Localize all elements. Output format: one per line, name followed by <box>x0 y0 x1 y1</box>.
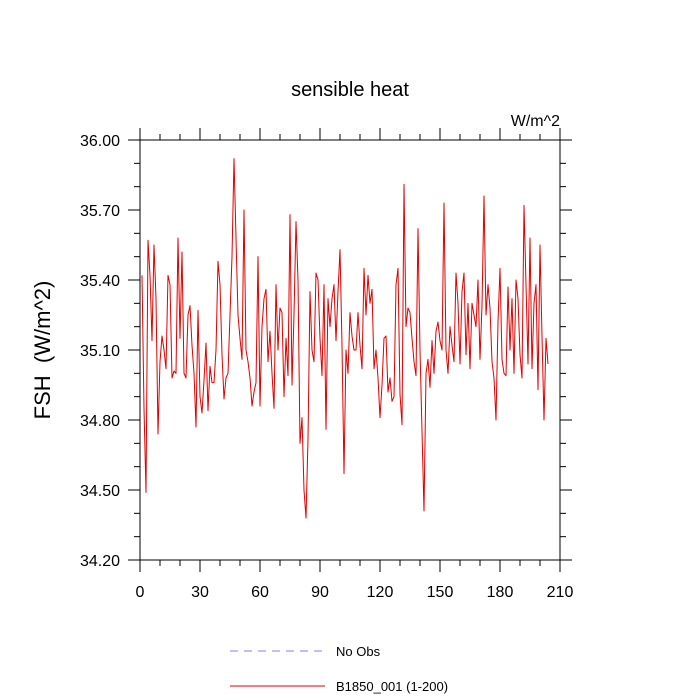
series-line-1 <box>141 158 549 519</box>
series-layer <box>141 158 549 519</box>
x-tick-label: 210 <box>547 584 574 601</box>
axis-tick-labels: 0 30 60 90 120 150 180 210 34.20 34.50 34.80 35.10 3… <box>80 133 573 601</box>
x-tick-label: 0 <box>136 584 145 601</box>
x-tick-label: 120 <box>367 584 394 601</box>
legend-label-no-obs: No Obs <box>336 644 381 659</box>
y-tick-label: 34.80 <box>80 413 120 430</box>
x-tick-label: 60 <box>251 584 269 601</box>
y-tick-label: 35.40 <box>80 273 120 290</box>
x-tick-label: 150 <box>427 584 454 601</box>
units-label: W/m^2 <box>511 113 560 130</box>
y-tick-label: 35.70 <box>80 203 120 220</box>
y-tick-label: 34.20 <box>80 553 120 570</box>
y-axis-label: FSH (W/m^2) <box>30 281 55 420</box>
axis-ticks <box>128 128 572 572</box>
chart-title: sensible heat <box>291 79 409 101</box>
legend: No Obs B1850_001 (1-200) <box>230 644 448 694</box>
y-tick-label: 35.10 <box>80 343 120 360</box>
y-tick-label: 36.00 <box>80 133 120 150</box>
legend-label-b1850: B1850_001 (1-200) <box>336 679 448 694</box>
x-tick-label: 30 <box>191 584 209 601</box>
x-tick-label: 90 <box>311 584 329 601</box>
x-tick-label: 180 <box>487 584 514 601</box>
y-tick-label: 34.50 <box>80 483 120 500</box>
